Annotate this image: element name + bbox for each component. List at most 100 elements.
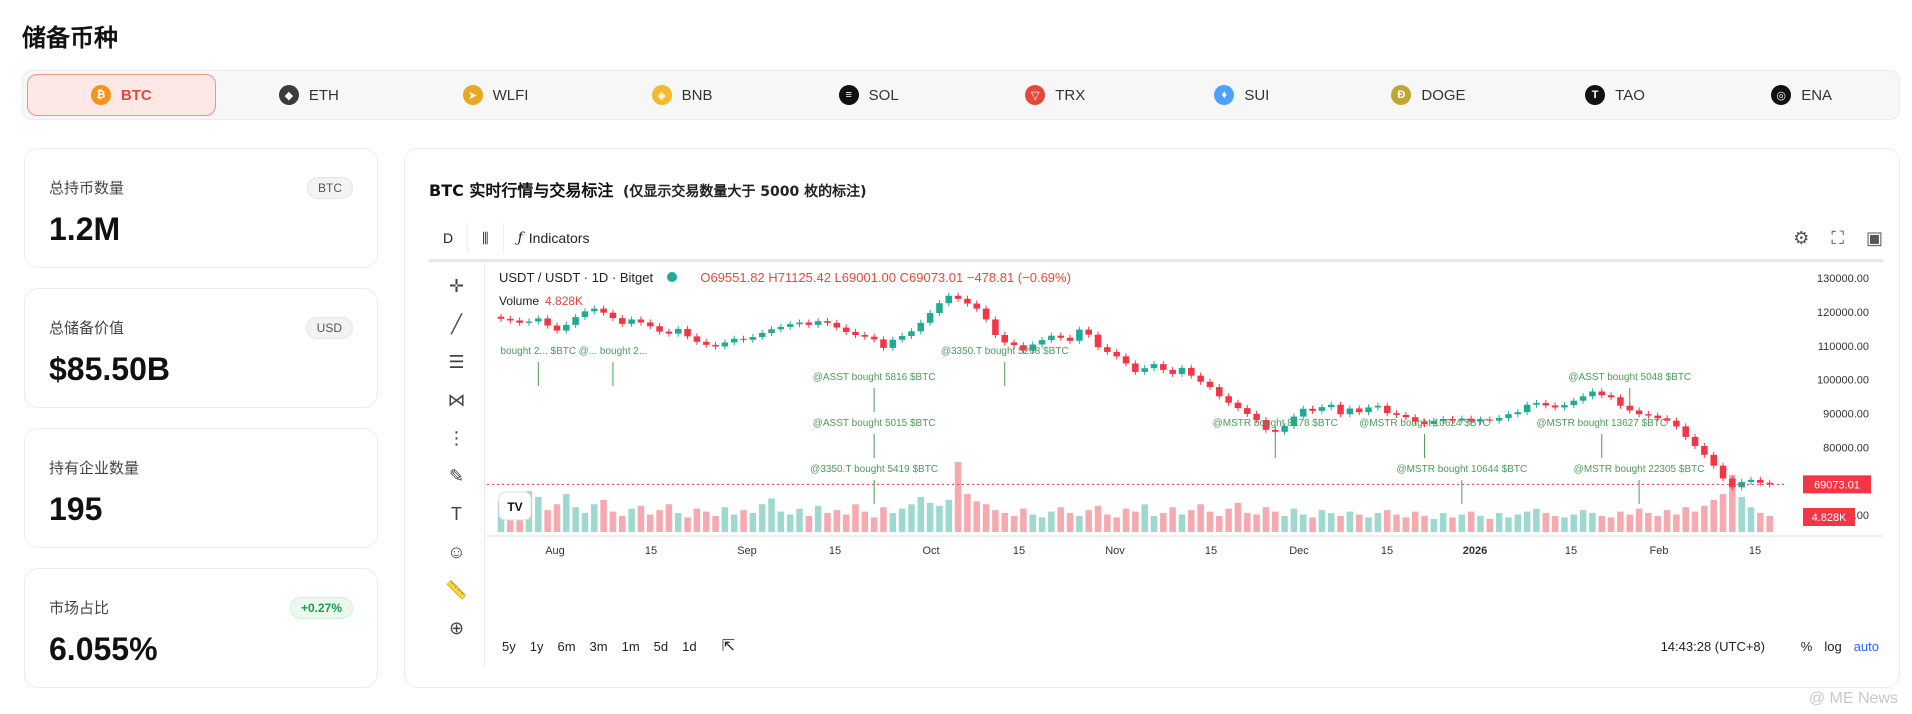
fib-icon[interactable]: ☰ (448, 351, 465, 372)
interval-label: D (443, 230, 454, 246)
candle-body (637, 319, 645, 323)
tradingview-logo (498, 491, 532, 521)
function-icon: ƒ (517, 230, 523, 246)
coin-tab-label: ETH (308, 86, 339, 104)
volume-bar (1682, 507, 1689, 532)
volume-bar (1066, 513, 1074, 532)
range-button-5y[interactable]: 5y (502, 638, 516, 654)
page-title: 储备币种 (22, 24, 118, 52)
prediction-icon[interactable]: ⋮ (447, 427, 466, 448)
candle-body (852, 331, 859, 336)
volume-bar (619, 515, 626, 532)
range-button-1m[interactable]: 1m (621, 638, 640, 654)
coin-tab-sol[interactable]: ≡ SOL (775, 74, 962, 116)
settings-icon[interactable]: ⚙ (1793, 227, 1810, 248)
indicators-label: Indicators (528, 230, 590, 246)
range-button-3m[interactable]: 3m (589, 638, 608, 654)
scale-option-percent[interactable]: % (1800, 639, 1813, 654)
stat-card: 总储备价值 USD $85.50B (24, 288, 378, 408)
volume-bar (1729, 475, 1736, 532)
volume-bar (1542, 513, 1550, 532)
coin-tab-bnb[interactable]: ◈ BNB (589, 74, 776, 116)
candle-body (1570, 400, 1578, 406)
coin-tab-btc[interactable]: ₿ BTC (27, 74, 216, 116)
candle-body (889, 339, 897, 348)
symbol-label[interactable]: USDT / USDT · 1D · Bitget (499, 270, 654, 285)
price-chart[interactable]: 130000.00 120000.00 110000.00 100000.00 9000… (429, 262, 1883, 632)
candle-body (497, 316, 505, 319)
last-price-label: 69073.01 (1814, 479, 1860, 491)
candle-body (1607, 395, 1615, 398)
candle-body (1318, 407, 1326, 411)
volume-bar (898, 508, 906, 532)
pattern-icon[interactable]: ⋈ (447, 389, 466, 410)
volume-bar (1355, 514, 1363, 532)
candle-body (581, 311, 589, 318)
trade-annotation: @MSTR bought 10644 $BTC (1396, 464, 1527, 475)
range-button-5d[interactable]: 5d (653, 638, 669, 654)
last-volume-tag (1803, 508, 1855, 526)
coin-tab-wlfi[interactable]: ➤ WLFI (402, 74, 589, 116)
brush-icon[interactable]: ✎ (448, 465, 465, 486)
crosshair-icon[interactable]: ✛ (448, 275, 465, 296)
zoom-in-icon[interactable]: ⊕ (448, 617, 465, 638)
volume-bar (1533, 508, 1540, 532)
coin-tab-eth[interactable]: ◆ ETH (216, 74, 403, 116)
volume-bar (842, 514, 850, 532)
volume-bar (1010, 515, 1018, 532)
volume-bar (702, 511, 710, 532)
candle-body (1551, 405, 1559, 408)
volume-bar (870, 517, 878, 532)
coin-tab-tao[interactable]: T TAO (1522, 74, 1709, 116)
sui-icon: ♦ (1214, 85, 1235, 105)
trade-annotation: @ASST bought 5015 $BTC (813, 418, 936, 429)
coin-tab-sui[interactable]: ♦ SUI (1149, 74, 1336, 116)
fullscreen-icon[interactable]: ⛶ (1831, 227, 1844, 248)
coin-tab-doge[interactable]: Ð DOGE (1335, 74, 1522, 116)
indicators-button[interactable]: ƒ Indicators (504, 223, 604, 253)
coin-tab-ena[interactable]: ◎ ENA (1708, 74, 1895, 116)
volume-bar (1309, 517, 1316, 532)
solana-icon: ≡ (838, 85, 859, 105)
time-axis-label: 2026 (1463, 545, 1487, 557)
coin-tab-trx[interactable]: ▽ TRX (962, 74, 1149, 116)
volume-bar (1197, 504, 1204, 532)
candle-body (1244, 408, 1251, 414)
candle-body (1299, 408, 1307, 417)
candle-type-button[interactable]: ⫼ (468, 223, 504, 253)
ruler-icon[interactable]: 📏 (445, 579, 468, 600)
candle-body (1262, 419, 1270, 430)
trendline-icon[interactable]: ╱ (451, 313, 462, 334)
goto-date-icon[interactable]: ⇱ (721, 638, 735, 655)
emoji-icon[interactable]: ☺ (447, 541, 466, 562)
scale-option-log[interactable]: log (1824, 639, 1842, 654)
volume-bar (786, 514, 794, 532)
candle-body (730, 338, 738, 343)
candle-body (842, 327, 850, 332)
volume-bar (1458, 514, 1466, 532)
range-button-1d[interactable]: 1d (682, 638, 697, 654)
candle-body (1309, 408, 1316, 411)
ethena-icon: ◎ (1771, 85, 1792, 105)
candle-body (945, 295, 953, 304)
range-button-1y[interactable]: 1y (529, 638, 544, 654)
volume-bar (1766, 515, 1773, 532)
candle-body (553, 325, 561, 331)
candle-body (1197, 375, 1204, 382)
candle-body (1542, 403, 1550, 406)
candle-body (758, 332, 766, 338)
volume-bar (1691, 511, 1699, 532)
volume-bar (908, 504, 915, 532)
volume-bar (1141, 504, 1148, 532)
scale-option-auto[interactable]: auto (1853, 639, 1879, 654)
text-tool-icon[interactable]: T (451, 503, 462, 524)
candle-body (1439, 418, 1447, 421)
range-button-6m[interactable]: 6m (557, 638, 576, 654)
camera-icon[interactable]: ▣ (1865, 227, 1883, 248)
candle-body (1094, 334, 1102, 348)
candle-body (749, 337, 757, 340)
price-axis-label: 100000.00 (1817, 375, 1869, 387)
candle-body (572, 317, 579, 325)
interval-button[interactable]: D (429, 223, 469, 253)
volume-bar (964, 494, 971, 532)
